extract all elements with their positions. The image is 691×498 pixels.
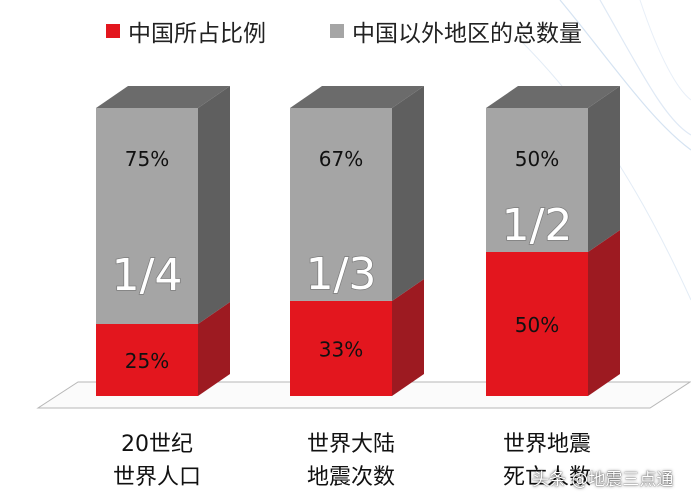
legend-swatch-china xyxy=(106,24,120,38)
bar-china-side-1 xyxy=(392,278,424,396)
bar-china-side-2 xyxy=(588,230,620,396)
legend-swatch-outside-china xyxy=(330,24,344,38)
bar-china-front-0 xyxy=(96,324,198,396)
bar-outside-side-0 xyxy=(198,86,230,324)
fraction-label-0: 1/4 xyxy=(112,250,183,301)
bar-china-side-0 xyxy=(198,302,230,396)
data-label-china-0: 25% xyxy=(125,349,169,373)
watermark: 头条 @地震三点通 xyxy=(532,470,674,490)
bar-outside-side-1 xyxy=(392,86,424,301)
bar-outside-side-2 xyxy=(588,86,620,252)
data-label-outside-1: 67% xyxy=(319,147,363,171)
data-label-china-2: 50% xyxy=(515,313,559,337)
category-label-1: 世界大陆 地震次数 xyxy=(251,428,451,494)
category-label-line: 世界地震 xyxy=(502,432,591,457)
fraction-label-1: 1/3 xyxy=(306,249,377,300)
legend-item-outside-china: 中国以外地区的总数量 xyxy=(330,14,582,48)
category-label-line: 20世纪 xyxy=(121,432,193,457)
category-label-2: 世界地震 死亡人数 xyxy=(447,428,647,494)
bar-outside-front-2 xyxy=(486,108,588,252)
bar-china-front-1 xyxy=(290,300,392,396)
legend-label-china: 中国所占比例 xyxy=(128,21,266,47)
data-label-outside-2: 50% xyxy=(515,147,559,171)
category-label-line: 世界大陆 xyxy=(306,432,395,457)
category-label-line: 死亡人数 xyxy=(502,465,591,490)
category-label-line: 世界人口 xyxy=(112,465,201,490)
data-label-china-1: 33% xyxy=(319,337,363,361)
category-label-0: 20世纪世界人口 xyxy=(57,428,257,494)
legend: 中国所占比例 中国以外地区的总数量 xyxy=(0,14,691,48)
bar-outside-front-0 xyxy=(96,108,198,324)
data-label-outside-0: 75% xyxy=(125,147,169,171)
bar-top-1 xyxy=(290,86,424,108)
legend-label-outside-china: 中国以外地区的总数量 xyxy=(352,21,582,47)
bar-china-front-2 xyxy=(486,252,588,396)
fraction-label-2: 1/2 xyxy=(502,200,573,251)
legend-item-china: 中国所占比例 xyxy=(106,14,266,48)
bar-top-2 xyxy=(486,86,620,108)
bar-outside-front-1 xyxy=(290,108,392,301)
bar-top-0 xyxy=(96,86,230,108)
category-label-line: 地震次数 xyxy=(306,465,395,490)
